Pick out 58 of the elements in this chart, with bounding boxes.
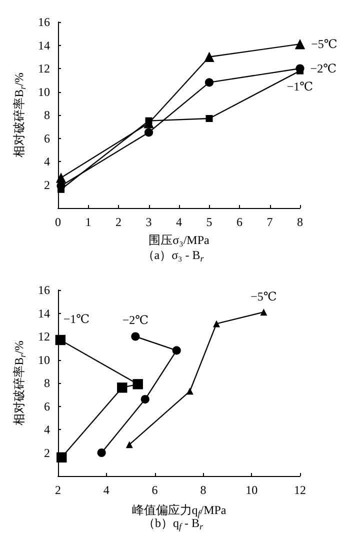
point xyxy=(204,78,214,87)
y-tick-label: 10 xyxy=(38,84,50,99)
point xyxy=(206,114,213,122)
series-label: −1℃ xyxy=(63,312,90,326)
y-tick-label: 6 xyxy=(44,399,50,414)
x-tick-label: 10 xyxy=(246,483,258,497)
x-tick-label: 3 xyxy=(146,215,152,229)
point xyxy=(56,452,67,462)
y-axis-title: 相对破碎率Br/% xyxy=(12,72,28,158)
x-tick-label: 5 xyxy=(206,215,212,229)
y-tick-label: 14 xyxy=(38,306,50,320)
series-label: −2℃ xyxy=(122,313,149,328)
y-tick-label: 6 xyxy=(44,131,50,146)
y-tick-label: 16 xyxy=(38,15,50,29)
point xyxy=(140,394,150,404)
y-tick-label: 2 xyxy=(44,178,50,192)
x-tick-label: 8 xyxy=(297,215,303,229)
point xyxy=(144,128,154,137)
point xyxy=(117,382,128,393)
point xyxy=(145,117,152,124)
y-tick-label: 16 xyxy=(38,283,50,297)
point xyxy=(186,388,194,395)
x-tick-label: 6 xyxy=(152,483,158,497)
point xyxy=(294,38,306,50)
series-label: −1℃ xyxy=(286,79,314,94)
x-tick-label: 2 xyxy=(116,215,122,229)
y-axis-title: 相对破碎率Br/% xyxy=(12,340,28,426)
y-tick-label: 8 xyxy=(44,376,50,390)
point xyxy=(260,308,268,316)
y-tick-label: 4 xyxy=(44,154,50,168)
point xyxy=(131,332,140,341)
y-tick-label: 2 xyxy=(44,446,50,460)
y-tick-label: 12 xyxy=(38,330,50,344)
series-label: −2℃ xyxy=(310,62,337,76)
y-tick-label: 8 xyxy=(44,108,50,122)
x-tick-label: 2 xyxy=(55,483,61,497)
y-tick-label: 10 xyxy=(38,352,50,367)
x-tick-label: 4 xyxy=(176,215,182,229)
x-axis-title: 围压σ₃/MPa xyxy=(148,233,210,247)
x-tick-label: 7 xyxy=(266,215,273,229)
x-tick-label: 12 xyxy=(294,483,306,497)
point xyxy=(132,379,143,390)
point xyxy=(55,334,66,346)
y-tick-label: 4 xyxy=(44,422,50,436)
point xyxy=(97,448,106,458)
point xyxy=(204,52,214,62)
y-tick-label: 12 xyxy=(38,62,50,76)
series-label: −5℃ xyxy=(250,290,277,304)
point xyxy=(213,320,220,328)
x-tick-label: 0 xyxy=(55,215,61,229)
x-tick-label: 4 xyxy=(103,483,110,497)
x-tick-label: 8 xyxy=(200,483,206,497)
x-tick-label: 1 xyxy=(85,215,92,229)
series-label: −5℃ xyxy=(311,37,338,52)
x-tick-label: 6 xyxy=(236,215,242,229)
point xyxy=(172,346,181,355)
point xyxy=(126,441,133,448)
y-tick-label: 14 xyxy=(38,38,50,52)
